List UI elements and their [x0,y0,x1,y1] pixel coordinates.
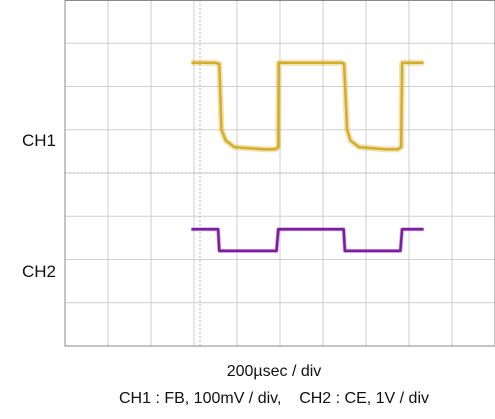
trace-layer [191,59,424,253]
graticule [64,0,495,347]
ch1-label: CH1 [22,131,56,150]
ch1-trace [191,61,424,151]
plot-frame [64,0,495,347]
ch2-trace [191,227,424,253]
timebase-label: 200µsec / div [227,363,322,380]
ch2-label: CH2 [22,262,56,281]
ch1-trace-glow [191,59,424,153]
ch2-trace-glow [191,227,424,253]
channel-scale-caption: CH1 : FB, 100mV / div, CH2 : CE, 1V / di… [119,390,429,407]
